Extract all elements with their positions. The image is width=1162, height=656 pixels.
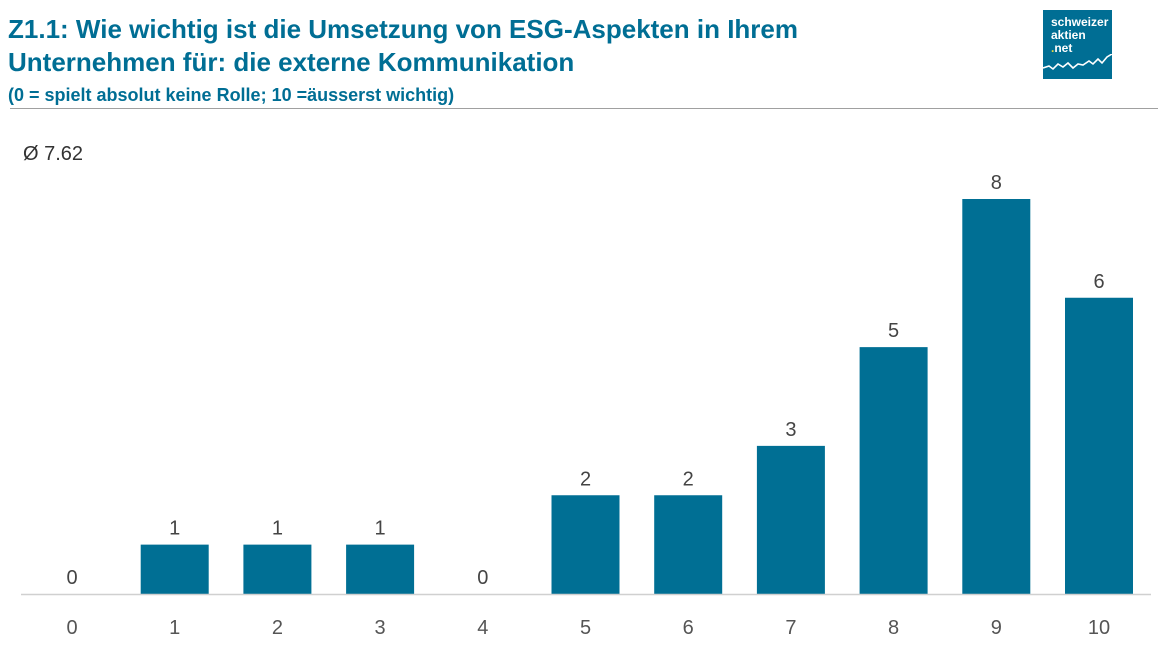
- schweizeraktien-logo: schweizer aktien .net: [1043, 10, 1112, 79]
- data-label-6: 2: [683, 468, 694, 490]
- bar-3: [346, 544, 415, 594]
- x-tick-label-1: 1: [169, 617, 180, 639]
- data-label-10: 6: [1093, 271, 1104, 293]
- data-label-1: 1: [169, 518, 180, 540]
- header-divider: [10, 108, 1158, 109]
- data-label-9: 8: [991, 172, 1002, 194]
- x-tick-label-7: 7: [785, 617, 796, 639]
- logo-text-line2: aktien: [1051, 28, 1086, 42]
- bar-1: [140, 544, 209, 594]
- chart-subtitle: (0 = spielt absolut keine Rolle; 10 =äus…: [8, 85, 455, 105]
- chart-title: Z1.1: Wie wichtig ist die Umsetzung von …: [8, 13, 798, 79]
- logo-text-line3: net: [1054, 41, 1073, 55]
- x-tick-label-9: 9: [991, 617, 1002, 639]
- logo-text-line1: schweizer: [1051, 15, 1109, 29]
- x-tick-label-6: 6: [683, 617, 694, 639]
- average-annotation: Ø 7.62: [23, 143, 84, 165]
- bar-9: [962, 199, 1031, 594]
- data-label-2: 1: [272, 518, 283, 540]
- stock-line-chart-icon: [1043, 54, 1112, 71]
- bar-6: [654, 495, 723, 594]
- x-tick-label-8: 8: [888, 617, 899, 639]
- bar-7: [756, 445, 825, 594]
- chart-title-line2: Unternehmen für: die externe Kommunikati…: [8, 47, 575, 77]
- x-tick-label-2: 2: [272, 617, 283, 639]
- x-tick-label-3: 3: [375, 617, 386, 639]
- data-label-7: 3: [785, 419, 796, 441]
- data-label-8: 5: [888, 320, 899, 342]
- data-label-3: 1: [375, 518, 386, 540]
- chart-title-line1: Z1.1: Wie wichtig ist die Umsetzung von …: [8, 14, 799, 44]
- bar-2: [243, 544, 312, 594]
- x-tick-label-10: 10: [1088, 617, 1110, 639]
- data-label-4: 0: [477, 567, 488, 589]
- x-tick-label-4: 4: [477, 617, 488, 639]
- bar-8: [859, 347, 928, 594]
- x-tick-label-0: 0: [66, 617, 77, 639]
- bar-5: [551, 495, 620, 594]
- logo-dot: .: [1051, 41, 1055, 55]
- x-tick-label-5: 5: [580, 617, 591, 639]
- data-label-0: 0: [66, 567, 77, 589]
- bar-10: [1065, 297, 1133, 594]
- data-label-5: 2: [580, 468, 591, 490]
